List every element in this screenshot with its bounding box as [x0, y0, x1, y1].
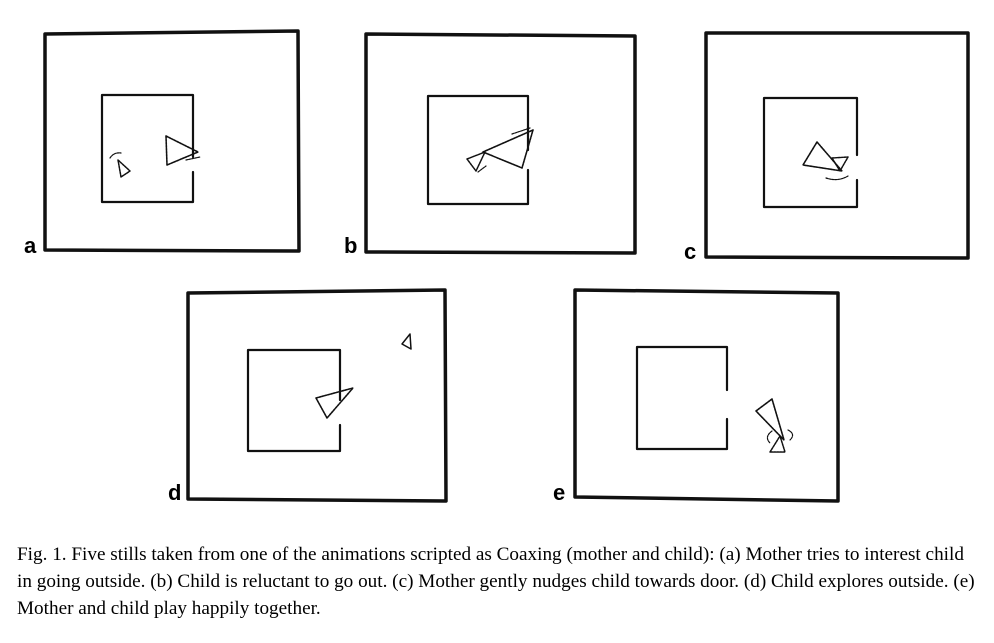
caption-prefix: Fig. 1. — [17, 544, 67, 565]
inner-room-wall — [426, 94, 530, 206]
panel-label-b: b — [344, 233, 358, 258]
outer-room-border — [704, 31, 970, 260]
inner-room-wall — [762, 96, 859, 209]
mother-triangle — [802, 141, 843, 172]
child-triangle — [466, 151, 486, 172]
child-triangle — [117, 159, 131, 178]
mother-triangle — [315, 387, 354, 419]
play-motion-mark — [766, 429, 794, 444]
mother-triangle — [482, 129, 534, 169]
outer-room-border — [186, 288, 448, 503]
motion-mark — [511, 127, 531, 135]
child-triangle — [769, 435, 786, 453]
panel-label-a: a — [24, 233, 37, 258]
child-triangle — [831, 156, 849, 172]
mother-triangle — [165, 135, 199, 166]
figure-caption: Fig. 1. Five stills taken from one of th… — [17, 541, 982, 622]
mother-triangle — [755, 398, 785, 441]
inner-room-wall — [100, 93, 195, 204]
outer-room-border — [364, 32, 637, 255]
child-motion-mark — [109, 152, 122, 159]
caption-text: Five stills taken from one of the animat… — [17, 544, 975, 619]
child-triangle — [401, 333, 412, 350]
inner-room-wall — [635, 345, 729, 451]
panel-label-e: e — [553, 480, 566, 505]
outer-room-border — [43, 29, 301, 253]
panel-label-d: d — [168, 480, 182, 505]
mother-motion-mark — [185, 156, 201, 161]
motion-mark — [825, 175, 849, 181]
inner-room-wall — [246, 348, 342, 453]
motion-mark-2 — [477, 165, 487, 173]
panel-label-c: c — [684, 239, 697, 264]
outer-room-border — [573, 288, 840, 503]
